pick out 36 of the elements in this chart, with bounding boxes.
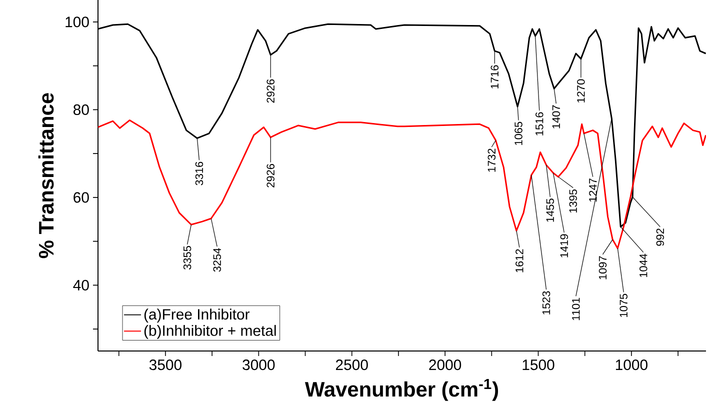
annotation: 1732 [488, 148, 496, 172]
annotation: 1097 [598, 256, 607, 280]
x-tick-label: 1000 [616, 360, 648, 370]
annotation: 1065 [514, 122, 522, 145]
annotation: 3316 [195, 162, 204, 186]
y-tick-label: 80 [74, 104, 89, 115]
annotation: 992 [656, 228, 664, 246]
x-tick-label: 3000 [242, 360, 275, 370]
legend-label: (a)Free Inhibitor [144, 308, 250, 323]
x-tick-label: 3500 [149, 360, 182, 370]
x-tick-label: 1500 [522, 360, 554, 370]
y-tick-label: 100 [66, 16, 89, 28]
annotation: 1075 [620, 294, 628, 317]
annotation: 1455 [546, 198, 554, 222]
x-axis-title: Wavenumber (cm$^{-1}$) [304, 378, 498, 401]
annotation: 3254 [213, 248, 221, 272]
x-tick-label: 2500 [336, 360, 368, 370]
annotation: 1612 [516, 249, 524, 272]
annotation: 1407 [552, 105, 560, 128]
annotation: 2926 [266, 79, 274, 103]
annotation: 3355 [183, 246, 192, 270]
x-tick-label: 2000 [429, 360, 462, 370]
annotation: 1270 [577, 79, 585, 102]
legend-label: (b)Inhhibitor + metal [144, 324, 276, 339]
annotation: 1523 [542, 291, 550, 314]
annotation: 1101 [572, 298, 580, 320]
y-tick-label: 60 [74, 192, 89, 203]
annotation: 1395 [569, 189, 577, 213]
y-axis-title: % Transmittance [38, 93, 54, 258]
y-tick-label: 40 [73, 280, 89, 290]
annotation: 1716 [490, 65, 499, 88]
annotation: 1044 [640, 254, 648, 278]
annotation: 1516 [536, 112, 544, 136]
annotation: 1247 [589, 178, 597, 202]
annotation: 2926 [266, 164, 274, 188]
annotation: 1419 [560, 234, 568, 258]
